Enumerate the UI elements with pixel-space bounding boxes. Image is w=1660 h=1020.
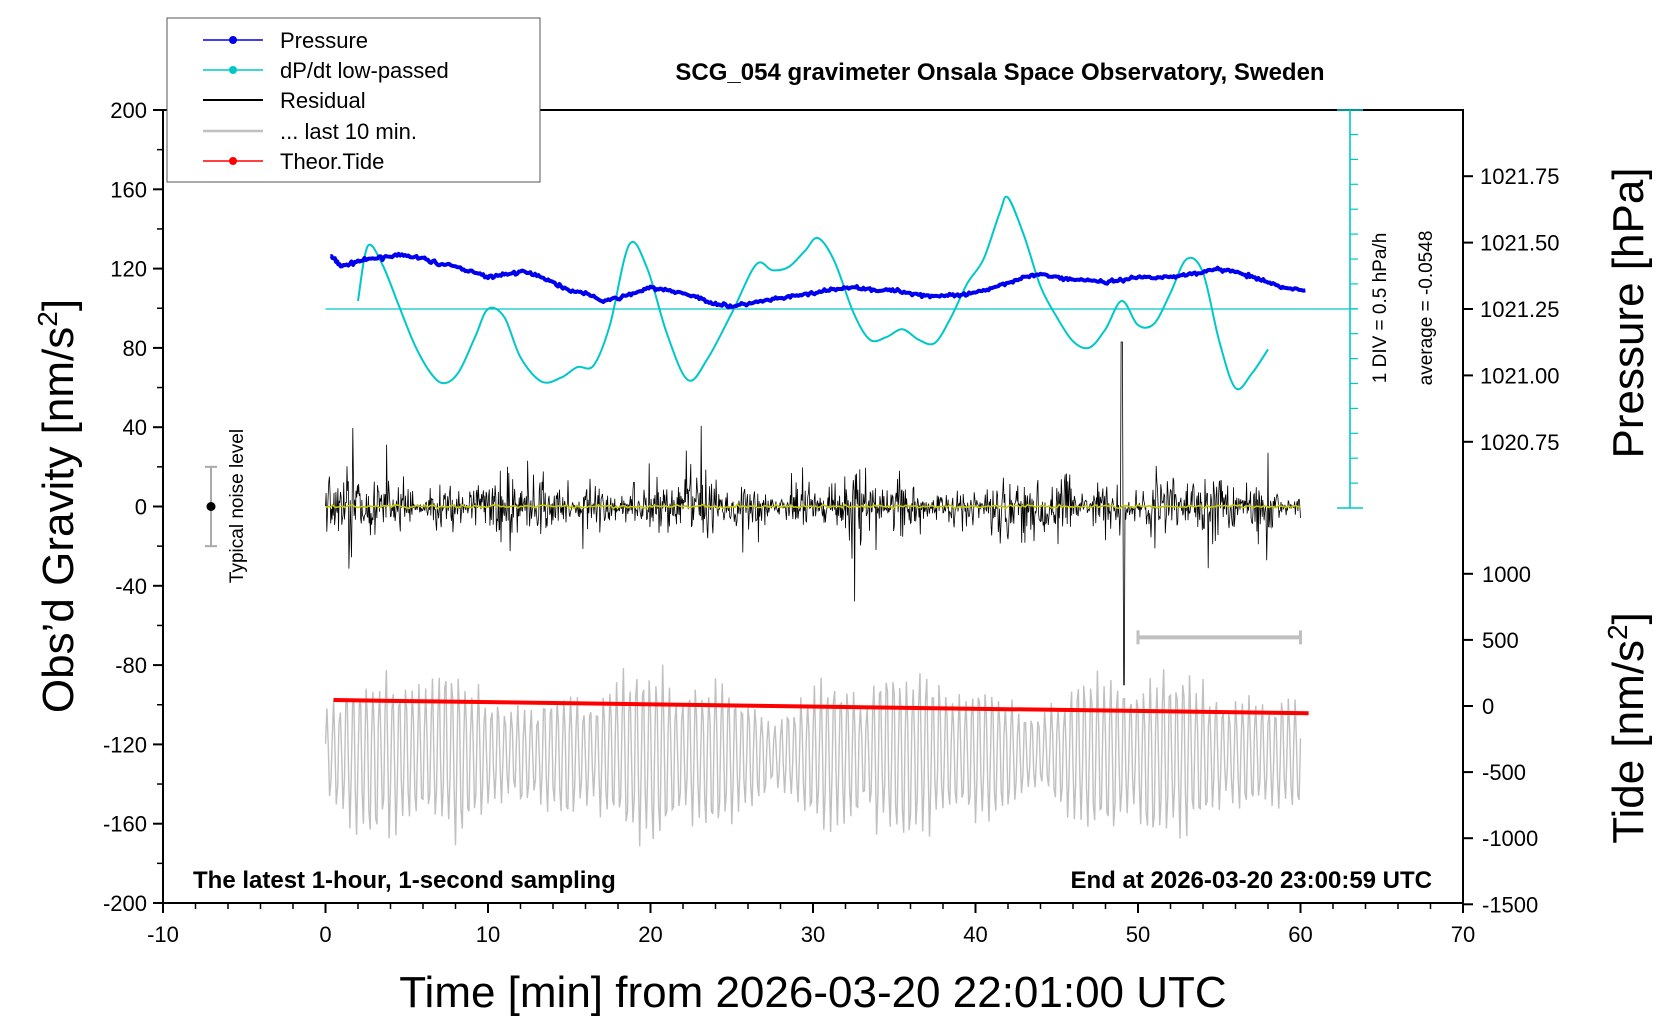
- dpdt-curve: [357, 195, 1269, 391]
- annotation-sampling: The latest 1-hour, 1-second sampling: [193, 867, 616, 894]
- legend-label-pressure: Pressure: [280, 28, 368, 53]
- noise-level-point: [206, 502, 216, 511]
- pressure-tick-label: 1020.75: [1480, 430, 1560, 455]
- annotation-end-time: End at 2026-03-20 23:00:59 UTC: [1071, 867, 1433, 894]
- x-tick-label: 50: [1126, 922, 1150, 947]
- div-scale-label: 1 DIV = 0.5 hPa/h: [1370, 233, 1391, 384]
- legend-marker-tide: [229, 157, 237, 165]
- y-tick-label: -160: [103, 812, 147, 837]
- x-tick-label: -10: [147, 922, 179, 947]
- y-tick-label: -200: [103, 891, 147, 916]
- pressure-curve: [329, 251, 1306, 310]
- y-tick-label: -120: [103, 732, 147, 757]
- legend-label-tide: Theor.Tide: [280, 149, 384, 174]
- x-axis-title: Time [min] from 2026-03-20 22:01:00 UTC: [399, 968, 1226, 1017]
- y-tick-label: 160: [110, 177, 147, 202]
- tide-curve: [333, 698, 1309, 716]
- tide-tick-label: -500: [1482, 760, 1526, 785]
- x-tick-label: 0: [319, 922, 331, 947]
- y-axis-title-tide: Tide [nm/s2]: [1602, 612, 1653, 844]
- tide-tick-label: 0: [1482, 694, 1494, 719]
- pressure-tick-label: 1021.00: [1480, 363, 1560, 388]
- y-tick-label: 80: [123, 336, 147, 361]
- pressure-tick-label: 1021.75: [1480, 164, 1560, 189]
- average-label: average = -0.0548: [1416, 231, 1437, 386]
- chart-title: SCG_054 gravimeter Onsala Space Observat…: [675, 59, 1324, 86]
- legend-label-last10: ... last 10 min.: [280, 119, 417, 144]
- x-tick-label: 70: [1451, 922, 1475, 947]
- tide-tick-label: -1500: [1482, 892, 1538, 917]
- tide-tick-label: -1000: [1482, 826, 1538, 851]
- running-mean-trace: [325, 503, 1301, 510]
- x-tick-label: 60: [1288, 922, 1312, 947]
- x-tick-label: 20: [638, 922, 662, 947]
- x-tick-label: 40: [963, 922, 987, 947]
- y-axis-title-left: Obs’d Gravity [nm/s2]: [32, 299, 83, 713]
- y-axis-title-pressure: Pressure [hPa]: [1604, 167, 1653, 458]
- y-tick-label: 200: [110, 98, 147, 123]
- legend-label-dpdt: dP/dt low-passed: [280, 58, 449, 83]
- pressure-tick-label: 1021.25: [1480, 297, 1560, 322]
- y-tick-label: -80: [115, 653, 147, 678]
- legend-marker-pressure: [229, 36, 237, 44]
- tide-tick-label: 1000: [1482, 562, 1531, 587]
- series-group: [205, 109, 1363, 847]
- pressure-tick-label: 1021.50: [1480, 231, 1560, 256]
- x-tick-label: 30: [801, 922, 825, 947]
- tide-tick-label: 500: [1482, 628, 1519, 653]
- y-tick-label: 40: [123, 415, 147, 440]
- legend: Pressure dP/dt low-passed Residual ... l…: [166, 17, 541, 183]
- x-tick-label: 10: [476, 922, 500, 947]
- y-tick-label: 0: [135, 495, 147, 520]
- y-tick-label: 120: [110, 257, 147, 282]
- noise-level-label: Typical noise level: [227, 429, 248, 583]
- legend-label-residual: Residual: [280, 88, 366, 113]
- legend-marker-dpdt: [229, 66, 237, 74]
- axes-group: -10 0 10 20 30 40 50 60 70 200 160 120 80 40 0 -40 -80 -1…: [103, 98, 1560, 947]
- y-tick-label: -40: [115, 574, 147, 599]
